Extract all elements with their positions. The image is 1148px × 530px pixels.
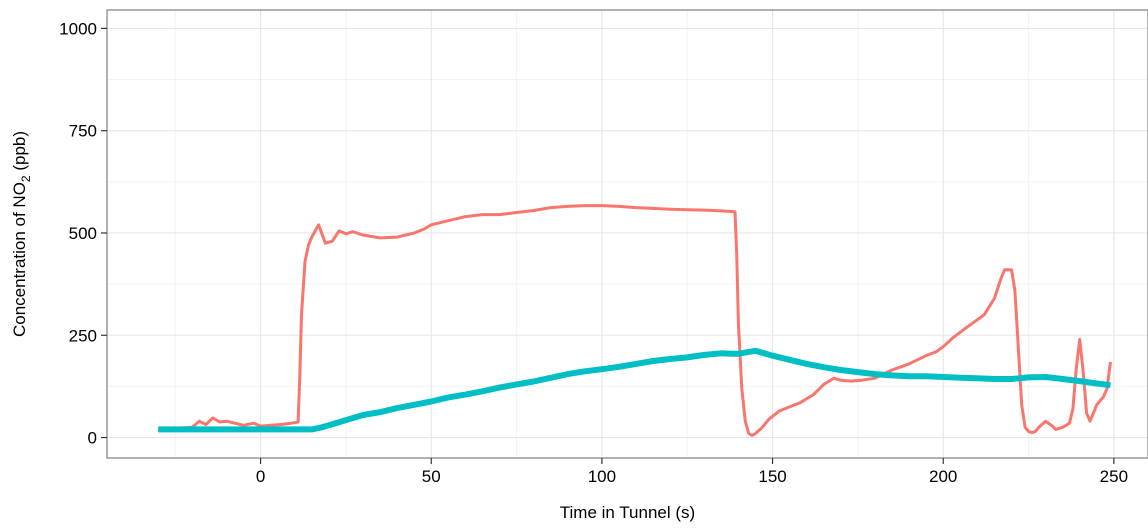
series-layer [158,204,1112,437]
y-tick-label: 500 [69,224,97,243]
x-tick-label: 50 [422,467,441,486]
x-tick-label: 200 [929,467,957,486]
y-axis-title: Concentration of NO2 (ppb) [10,131,33,337]
y-tick-label: 1000 [59,19,97,38]
x-axis-title: Time in Tunnel (s) [560,503,695,522]
y-axis-title-main: Concentration of NO [10,182,29,337]
series-line-1 [158,204,1112,437]
y-tick-label: 750 [69,122,97,141]
series-line-2 [158,347,1111,433]
major-grid [107,10,1148,458]
y-tick-label: 250 [69,326,97,345]
minor-grid [107,10,1148,458]
x-tick-label: 150 [758,467,786,486]
y-axis-title-subscript: 2 [19,175,33,182]
y-axis-title-suffix: (ppb) [10,131,29,175]
plot-panel-border [106,9,1148,459]
x-tick-label: 250 [1100,467,1128,486]
x-tick-label: 100 [588,467,616,486]
x-tick-label: 0 [256,467,265,486]
y-tick-label: 0 [88,429,97,448]
axis-ticks: 0 50 100 150 200 250 0 250 500 750 1000 [59,19,1128,486]
